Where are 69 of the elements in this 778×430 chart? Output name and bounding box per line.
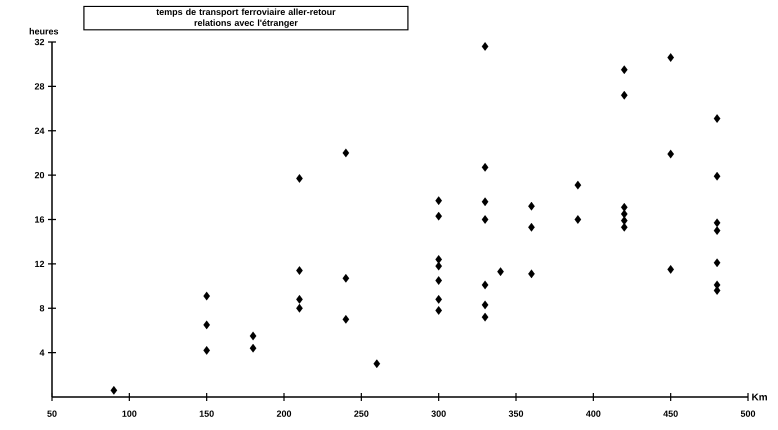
y-axis-title: heures	[30, 28, 58, 34]
point	[250, 332, 256, 340]
x-tick-label: 250	[354, 410, 368, 417]
point	[620, 210, 628, 218]
point	[714, 226, 720, 235]
point	[714, 172, 720, 181]
y-tick-label: 4	[40, 350, 44, 356]
point	[296, 174, 303, 183]
x-tick-label: 350	[508, 410, 524, 417]
y-tick-label: 28	[34, 83, 44, 90]
point	[482, 162, 488, 172]
point	[528, 269, 535, 278]
x-tick-label: 200	[276, 410, 292, 417]
point	[528, 202, 535, 211]
point	[620, 90, 628, 100]
point	[203, 320, 210, 330]
x-tick-label: 400	[586, 410, 600, 417]
point	[714, 258, 720, 268]
y-tick-label: 24	[34, 128, 44, 134]
point	[342, 274, 350, 283]
point	[482, 215, 488, 224]
x-tick-label: 300	[431, 410, 446, 417]
y-tick-label: 16	[35, 216, 44, 223]
point	[296, 266, 303, 275]
x-tick-label: 500	[740, 410, 756, 417]
y-tick-label: 12	[35, 260, 44, 268]
x-tick-label: 100	[122, 410, 136, 417]
point	[203, 292, 210, 300]
point	[435, 196, 442, 206]
point	[714, 218, 720, 228]
x-tick-label: 150	[200, 410, 214, 417]
y-tick-label: 32	[34, 38, 44, 46]
point	[342, 314, 350, 324]
point	[620, 202, 628, 212]
point	[482, 280, 488, 290]
x-tick-label: 450	[663, 410, 678, 417]
point	[250, 344, 256, 353]
point	[203, 346, 210, 355]
point	[482, 42, 488, 51]
point	[435, 276, 442, 285]
y-tick-label: 8	[40, 305, 44, 312]
x-tick-label: 50	[47, 410, 57, 417]
point	[435, 262, 442, 270]
point	[714, 114, 720, 123]
point	[482, 312, 488, 322]
chart-subtitle: relations avec l'étranger	[194, 19, 298, 28]
point	[296, 294, 303, 304]
point	[435, 212, 442, 221]
point	[667, 53, 674, 62]
point	[620, 65, 628, 74]
point	[667, 150, 674, 158]
point	[435, 294, 442, 304]
point	[667, 265, 674, 274]
point	[574, 180, 582, 190]
point	[482, 300, 488, 310]
point	[497, 267, 504, 276]
point	[296, 304, 303, 313]
point	[435, 255, 442, 264]
x-axis-title: Km	[752, 394, 767, 400]
point	[373, 359, 380, 368]
point	[620, 222, 628, 232]
chart-title: temps de transport ferroviaire aller-retour	[156, 8, 336, 17]
point	[435, 306, 442, 315]
point	[574, 215, 582, 224]
y-tick-label: 20	[34, 172, 44, 178]
point	[528, 222, 535, 232]
point	[110, 386, 118, 395]
point	[342, 148, 350, 158]
point	[482, 197, 488, 206]
